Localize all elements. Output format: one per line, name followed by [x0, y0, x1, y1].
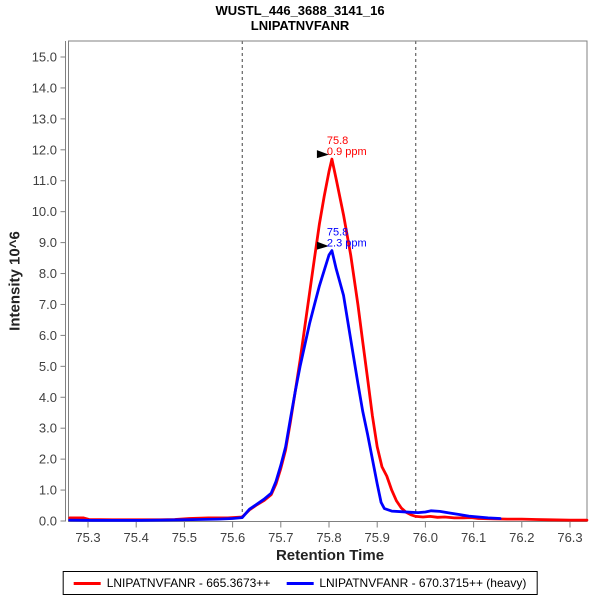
x-tick-label: 75.6	[220, 530, 245, 545]
blue-line-swatch-icon	[286, 581, 314, 585]
y-tick-label: 5.0	[39, 359, 57, 374]
legend-item-light: LNIPATNVFANR - 665.3673++	[73, 576, 271, 590]
plot-frame	[68, 40, 588, 522]
y-tick-label: 8.0	[39, 266, 57, 281]
y-tick-label: 12.0	[32, 142, 57, 157]
y-tick-label: 0.0	[39, 514, 57, 529]
x-tick-label: 76.3	[557, 530, 582, 545]
y-tick-label: 9.0	[39, 235, 57, 250]
legend-item-heavy: LNIPATNVFANR - 670.3715++ (heavy)	[286, 576, 526, 590]
light-chromatogram-trace[interactable]	[68, 157, 589, 522]
chart-title-line-2: LNIPATNVFANR	[250, 18, 350, 33]
x-tick-label: 75.3	[75, 530, 100, 545]
peak-apex-marker-icon	[316, 241, 329, 250]
x-tick-label: 75.8	[316, 530, 341, 545]
chart-title-line-1: WUSTL_446_3688_3141_16	[215, 3, 385, 18]
y-tick-label: 15.0	[32, 50, 57, 65]
peak-annotation-label: 2.3 ppm	[327, 238, 367, 250]
legend-label-light: LNIPATNVFANR - 665.3673++	[106, 576, 271, 590]
chart-title: WUSTL_446_3688_3141_16 LNIPATNVFANR	[0, 3, 600, 33]
peak-apex-marker-icon	[316, 150, 329, 159]
y-tick-label: 6.0	[39, 328, 57, 343]
peak-annotation-label: 75.8	[327, 135, 348, 147]
y-tick-label: 13.0	[32, 111, 57, 126]
x-tick-label: 75.4	[124, 530, 149, 545]
x-axis-title: Retention Time	[275, 547, 385, 564]
y-tick-label: 10.0	[32, 204, 57, 219]
y-tick-label: 7.0	[39, 297, 57, 312]
x-tick-label: 75.9	[365, 530, 390, 545]
y-tick-label: 3.0	[39, 421, 57, 436]
legend-label-heavy: LNIPATNVFANR - 670.3715++ (heavy)	[319, 576, 527, 590]
peak-annotation-label: 0.9 ppm	[327, 146, 367, 158]
y-tick-label: 4.0	[39, 390, 57, 405]
y-tick-label: 11.0	[33, 173, 57, 188]
x-tick-label: 75.5	[172, 530, 197, 545]
legend: LNIPATNVFANR - 665.3673++ LNIPATNVFANR -…	[62, 571, 538, 595]
peak-annotation-label: 75.8	[327, 227, 348, 239]
x-tick-label: 75.7	[268, 530, 293, 545]
y-tick-label: 1.0	[39, 483, 57, 498]
red-line-swatch-icon	[73, 581, 101, 585]
y-tick-label: 2.0	[39, 452, 57, 467]
x-tick-label: 76.1	[461, 530, 486, 545]
y-axis-title: Intensity 10^6	[6, 231, 24, 331]
y-tick-label: 14.0	[32, 80, 57, 95]
x-tick-label: 76.2	[509, 530, 534, 545]
x-tick-label: 76.0	[413, 530, 438, 545]
heavy-chromatogram-trace[interactable]	[68, 249, 502, 522]
